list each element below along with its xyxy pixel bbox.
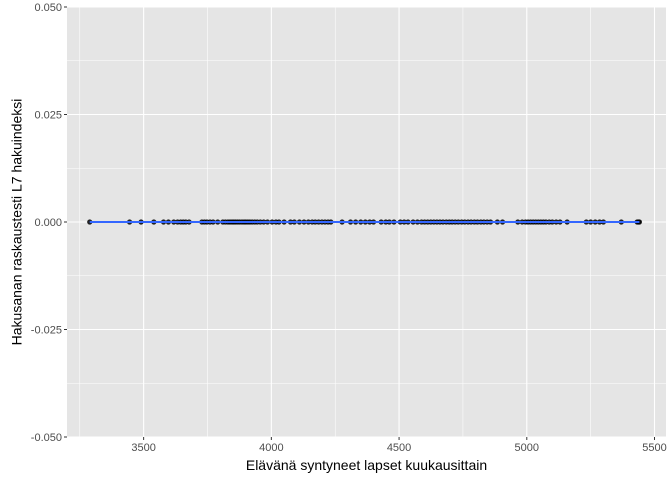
tick-labels: 3500 4000 4500 5000 5500 -0.050 -0.025 0.000 0.0… [31, 2, 667, 454]
x-tick-label: 5000 [515, 442, 539, 454]
x-tick-label: 3500 [131, 442, 155, 454]
axis-ticks [64, 6, 656, 440]
y-tick-label: -0.025 [31, 325, 62, 337]
y-tick-label: 0.050 [34, 2, 62, 14]
x-tick-label: 4500 [387, 442, 411, 454]
y-tick-label: 0.025 [34, 110, 62, 122]
y-tick-label: 0.000 [34, 217, 62, 229]
x-tick-label: 5500 [642, 442, 666, 454]
x-tick-label: 4000 [259, 442, 283, 454]
y-axis-title: Hakusanan raskaustesti L7 hakuindeksi [9, 99, 25, 346]
y-tick-label: -0.050 [31, 432, 62, 444]
x-axis-title: Elävänä syntyneet lapset kuukausittain [246, 457, 487, 473]
